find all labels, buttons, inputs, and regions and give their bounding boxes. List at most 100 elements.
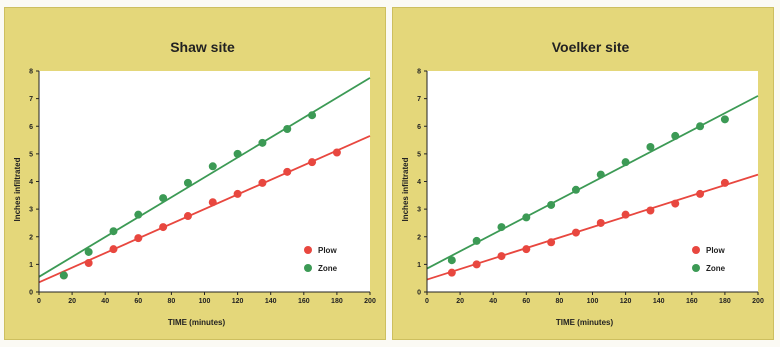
data-point-plow — [283, 167, 292, 176]
data-point-plow — [497, 252, 506, 261]
x-tick-label: 100 — [587, 298, 599, 305]
y-tick-label: 4 — [29, 179, 33, 186]
data-point-plow — [696, 189, 705, 198]
chart-panel-shaw: Shaw site 0 20 40 60 80 100 120 140 160 180 200 0 1 2 3… — [4, 7, 386, 340]
data-point-plow — [571, 228, 580, 237]
data-point-zone — [522, 213, 531, 222]
data-point-plow — [233, 189, 242, 198]
data-point-plow — [308, 158, 317, 167]
y-tick-label: 8 — [417, 69, 421, 76]
x-tick-label: 80 — [168, 298, 176, 305]
chart-panel-voelker: Voelker site 0 20 40 60 80 100 120 140 160 180 200 0… — [392, 7, 774, 340]
chart-title: Voelker site — [552, 39, 630, 55]
data-point-plow — [183, 212, 192, 221]
data-point-zone — [596, 170, 605, 179]
chart-svg-voelker: Voelker site 0 20 40 60 80 100 120 140 160 180 200 0… — [401, 39, 764, 327]
data-point-zone — [720, 115, 729, 124]
y-tick-label: 2 — [417, 234, 421, 241]
trendline-zone — [38, 77, 371, 278]
x-tick-label: 40 — [489, 298, 497, 305]
data-point-plow — [332, 148, 341, 157]
legend-marker-plow — [304, 246, 312, 254]
data-point-plow — [447, 268, 456, 277]
x-tick-label: 40 — [101, 298, 109, 305]
data-point-plow — [134, 234, 143, 243]
legend-marker-plow — [692, 246, 700, 254]
x-axis-label: TIME (minutes) — [168, 318, 226, 327]
x-tick-label: 200 — [752, 298, 764, 305]
data-point-zone — [571, 185, 580, 194]
data-point-plow — [472, 260, 481, 269]
data-point-plow — [547, 238, 556, 247]
y-tick-label: 2 — [29, 234, 33, 241]
data-point-zone — [208, 162, 217, 171]
x-tick-label: 140 — [653, 298, 665, 305]
y-tick-label: 1 — [417, 262, 421, 269]
y-tick-label: 6 — [417, 124, 421, 131]
chart-svg-shaw: Shaw site 0 20 40 60 80 100 120 140 160 180 200 0 1 2 3… — [13, 39, 376, 327]
y-tick-label: 1 — [29, 262, 33, 269]
x-tick-label: 200 — [364, 298, 376, 305]
legend-label-plow: Plow — [318, 246, 337, 255]
data-point-zone — [109, 227, 118, 236]
y-tick-label: 7 — [29, 96, 33, 103]
plot-area — [39, 71, 370, 292]
x-tick-label: 60 — [522, 298, 530, 305]
data-point-plow — [621, 210, 630, 219]
data-point-plow — [109, 245, 118, 254]
legend-label-plow: Plow — [706, 246, 725, 255]
y-tick-label: 5 — [417, 151, 421, 158]
y-tick-label: 3 — [417, 207, 421, 214]
data-point-zone — [283, 125, 292, 134]
x-tick-label: 160 — [686, 298, 698, 305]
x-tick-label: 20 — [456, 298, 464, 305]
x-tick-label: 80 — [556, 298, 564, 305]
y-tick-label: 5 — [29, 151, 33, 158]
x-tick-label: 180 — [719, 298, 731, 305]
data-point-zone — [159, 194, 168, 203]
data-point-zone — [472, 236, 481, 245]
legend-label-zone: Zone — [706, 264, 726, 273]
x-tick-label: 180 — [331, 298, 343, 305]
data-point-plow — [720, 178, 729, 187]
x-tick-label: 120 — [620, 298, 632, 305]
data-point-zone — [621, 158, 630, 167]
data-point-zone — [497, 223, 506, 232]
x-tick-label: 120 — [232, 298, 244, 305]
y-tick-label: 0 — [417, 290, 421, 297]
data-point-zone — [233, 149, 242, 158]
data-point-plow — [646, 206, 655, 215]
data-point-plow — [596, 218, 605, 227]
legend-marker-zone — [304, 264, 312, 272]
y-tick-label: 0 — [29, 290, 33, 297]
data-point-zone — [134, 210, 143, 219]
data-point-zone — [447, 256, 456, 265]
y-tick-label: 6 — [29, 124, 33, 131]
y-axis-label: Inches infiltrated — [401, 157, 410, 221]
x-tick-label: 0 — [37, 298, 41, 305]
data-point-zone — [258, 138, 267, 147]
data-point-plow — [522, 245, 531, 254]
x-axis-label: TIME (minutes) — [556, 318, 614, 327]
data-point-plow — [671, 199, 680, 208]
data-point-plow — [208, 198, 217, 207]
x-tick-label: 140 — [265, 298, 277, 305]
x-tick-label: 160 — [298, 298, 310, 305]
legend-marker-zone — [692, 264, 700, 272]
y-tick-label: 8 — [29, 69, 33, 76]
y-tick-label: 3 — [29, 207, 33, 214]
data-point-plow — [258, 178, 267, 187]
data-point-zone — [696, 122, 705, 131]
data-point-zone — [308, 111, 317, 120]
y-tick-label: 4 — [417, 179, 421, 186]
data-point-zone — [671, 131, 680, 140]
y-tick-label: 7 — [417, 96, 421, 103]
data-point-zone — [646, 142, 655, 151]
data-point-zone — [84, 247, 93, 256]
x-tick-label: 60 — [134, 298, 142, 305]
data-point-zone — [547, 200, 556, 209]
y-axis-label: Inches infiltrated — [13, 157, 22, 221]
data-point-zone — [183, 178, 192, 187]
data-point-plow — [84, 258, 93, 267]
